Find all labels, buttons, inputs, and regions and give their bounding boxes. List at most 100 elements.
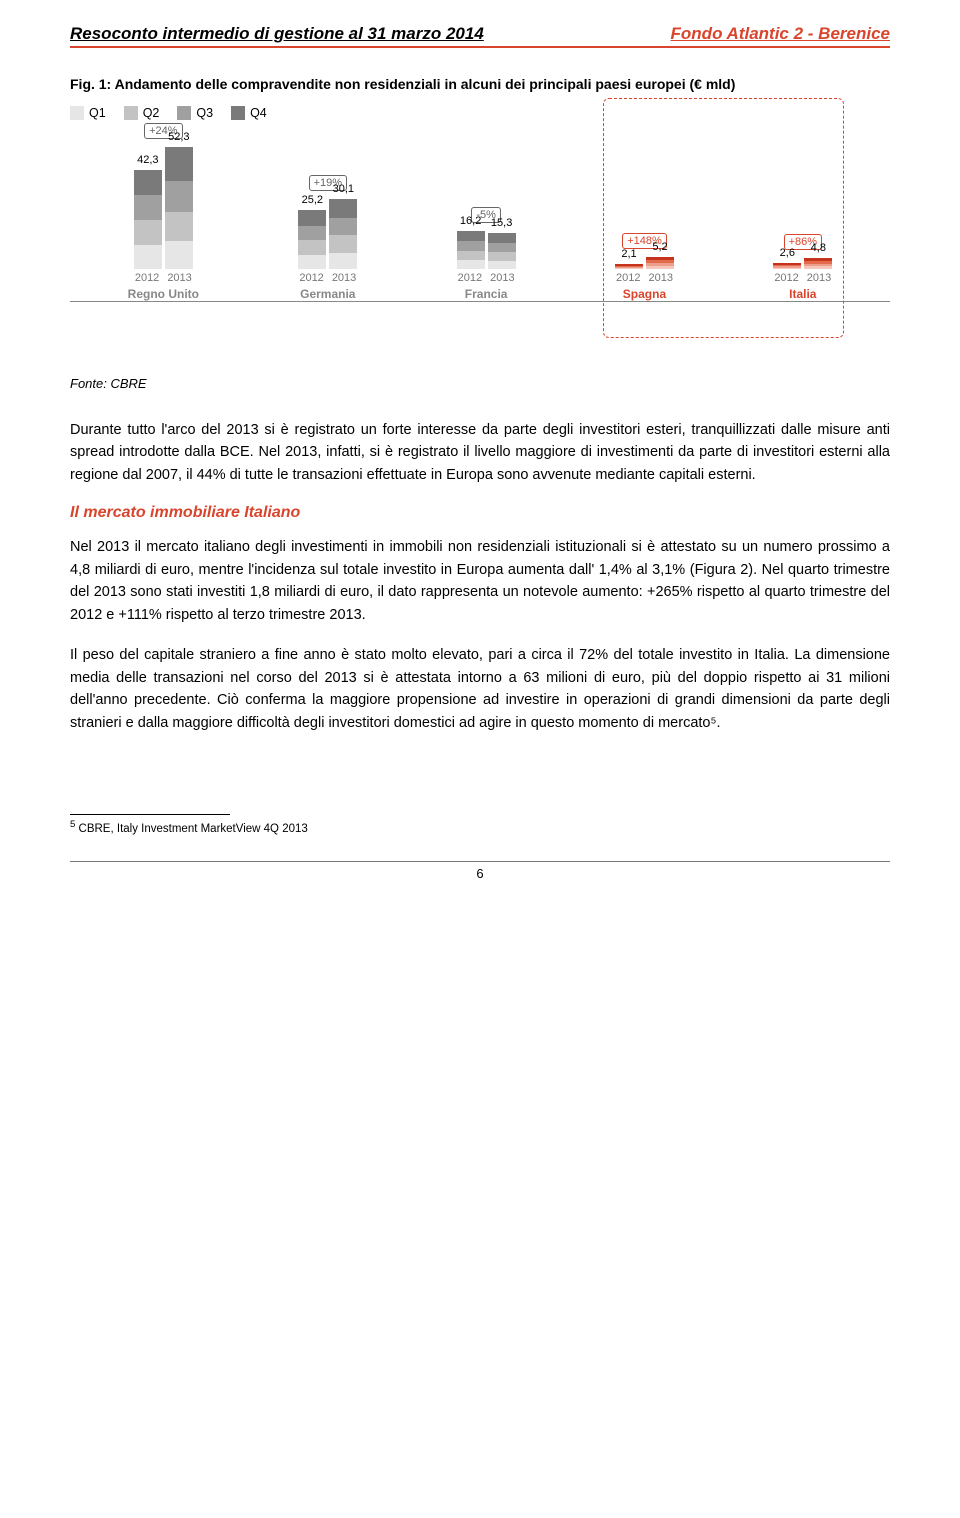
bar-segment <box>615 268 643 269</box>
footnote-text: CBRE, Italy Investment MarketView 4Q 201… <box>79 823 308 835</box>
legend-swatch <box>231 106 245 120</box>
bar-segment <box>488 261 516 269</box>
chart-container: Q1Q2Q3Q4 +24%42,352,320122013Regno Unito… <box>70 106 890 362</box>
bar-segment <box>165 181 193 212</box>
country-label: Francia <box>465 287 508 301</box>
bar-value-label: 30,1 <box>333 183 354 195</box>
bars-pair: 42,352,3 <box>134 147 193 269</box>
bar-value-label: 52,3 <box>168 131 189 143</box>
bar-segment <box>646 266 674 269</box>
year-label: 2012 <box>616 272 640 284</box>
legend-label: Q2 <box>143 106 160 120</box>
chart-group: +19%25,230,120122013Germania <box>298 199 357 301</box>
bar-segment <box>165 147 193 181</box>
bar-segment <box>329 218 357 236</box>
bar-segment <box>298 210 326 225</box>
bar-column: 2,6 <box>773 263 801 269</box>
bar-column: 15,3 <box>488 233 516 269</box>
paragraph-3: Il peso del capitale straniero a fine an… <box>70 644 890 734</box>
figure-source: Fonte: CBRE <box>70 376 890 391</box>
year-label: 2013 <box>490 272 514 284</box>
bar-segment <box>457 231 485 241</box>
bar-segment <box>329 235 357 252</box>
bar-value-label: 15,3 <box>491 217 512 229</box>
chart-legend: Q1 Q2 Q3 Q4 <box>70 106 890 120</box>
bar-segment <box>134 220 162 245</box>
bar-column: 30,1 <box>329 199 357 269</box>
bars-pair: 2,64,8 <box>773 258 832 269</box>
footnote-marker: 5 <box>70 819 75 830</box>
year-label: 2013 <box>648 272 672 284</box>
page-header: Resoconto intermedio di gestione al 31 m… <box>70 24 890 48</box>
bar-segment <box>457 260 485 269</box>
footnote: 5 CBRE, Italy Investment MarketView 4Q 2… <box>70 819 890 835</box>
chart-groups-row: +24%42,352,320122013Regno Unito+19%25,23… <box>70 132 890 302</box>
year-label: 2012 <box>774 272 798 284</box>
bar-value-label: 5,2 <box>652 241 667 253</box>
bar-segment <box>488 252 516 261</box>
chart-highlight-box <box>603 98 844 338</box>
country-label: Italia <box>789 287 816 301</box>
year-label: 2012 <box>299 272 323 284</box>
bar-segment <box>457 241 485 251</box>
bar-value-label: 16,2 <box>460 215 481 227</box>
bar-column: 16,2 <box>457 231 485 269</box>
bar-column: 2,1 <box>615 264 643 269</box>
footnote-separator <box>70 814 230 815</box>
bar-column: 52,3 <box>165 147 193 269</box>
page-footer: 6 <box>70 861 890 881</box>
bar-segment <box>134 195 162 220</box>
year-label: 2012 <box>135 272 159 284</box>
chart-group: +24%42,352,320122013Regno Unito <box>128 147 199 301</box>
bar-segment <box>298 255 326 269</box>
bar-segment <box>488 233 516 242</box>
bar-segment <box>165 241 193 269</box>
bar-value-label: 25,2 <box>302 194 323 206</box>
bar-segment <box>329 199 357 218</box>
year-row: 2012 2013 <box>458 272 515 284</box>
paragraph-1: Durante tutto l'arco del 2013 si è regis… <box>70 419 890 486</box>
legend-item: Q2 <box>124 106 160 120</box>
country-label: Spagna <box>623 287 666 301</box>
section-heading: Il mercato immobiliare Italiano <box>70 504 890 522</box>
bar-segment <box>134 245 162 270</box>
bar-value-label: 4,8 <box>811 242 826 254</box>
chart-group: -5%16,215,320122013Francia <box>457 231 516 301</box>
header-right: Fondo Atlantic 2 - Berenice <box>671 24 890 44</box>
bars-pair: 2,15,2 <box>615 257 674 269</box>
chart-group: +148%2,15,220122013Spagna <box>615 257 674 301</box>
legend-item: Q1 <box>70 106 106 120</box>
bars-pair: 25,230,1 <box>298 199 357 269</box>
bar-segment <box>165 212 193 241</box>
legend-item: Q3 <box>177 106 213 120</box>
legend-label: Q4 <box>250 106 267 120</box>
page-number: 6 <box>476 866 483 881</box>
bar-segment <box>804 266 832 269</box>
bar-segment <box>457 251 485 260</box>
bar-value-label: 2,6 <box>780 247 795 259</box>
bars-pair: 16,215,3 <box>457 231 516 269</box>
legend-swatch <box>70 106 84 120</box>
year-label: 2013 <box>167 272 191 284</box>
bar-segment <box>298 226 326 241</box>
legend-swatch <box>124 106 138 120</box>
paragraph-2: Nel 2013 il mercato italiano degli inves… <box>70 536 890 626</box>
legend-label: Q3 <box>196 106 213 120</box>
year-label: 2012 <box>458 272 482 284</box>
bar-segment <box>329 253 357 269</box>
year-label: 2013 <box>332 272 356 284</box>
country-label: Regno Unito <box>128 287 199 301</box>
bar-column: 42,3 <box>134 170 162 269</box>
year-row: 2012 2013 <box>135 272 192 284</box>
country-label: Germania <box>300 287 355 301</box>
year-row: 2012 2013 <box>774 272 831 284</box>
year-row: 2012 2013 <box>299 272 356 284</box>
bar-segment <box>134 170 162 195</box>
bar-value-label: 2,1 <box>621 248 636 260</box>
legend-swatch <box>177 106 191 120</box>
bar-column: 25,2 <box>298 210 326 269</box>
year-label: 2013 <box>807 272 831 284</box>
legend-label: Q1 <box>89 106 106 120</box>
figure-caption: Fig. 1: Andamento delle compravendite no… <box>70 76 890 92</box>
year-row: 2012 2013 <box>616 272 673 284</box>
